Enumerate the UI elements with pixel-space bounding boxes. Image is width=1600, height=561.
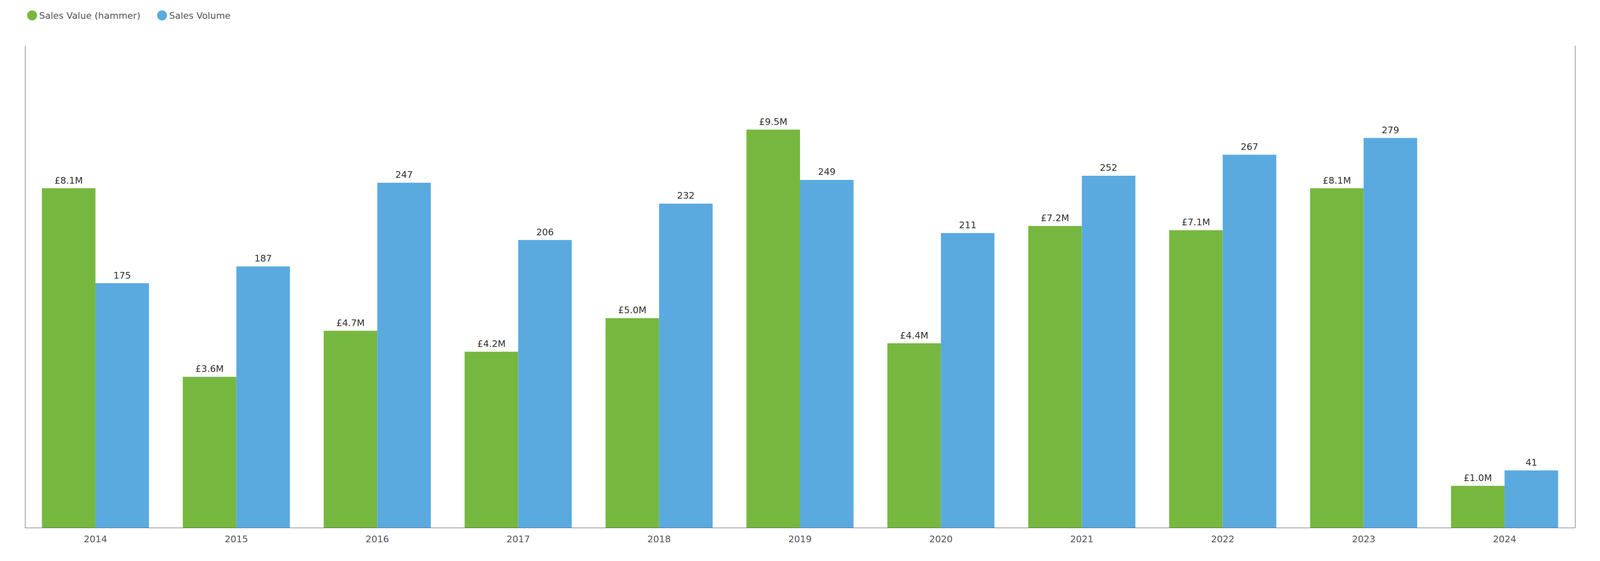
svg-text:£5.0M: £5.0M	[618, 305, 647, 316]
svg-text:2014: 2014	[83, 534, 108, 545]
svg-text:232: 232	[677, 190, 695, 201]
svg-text:2015: 2015	[224, 534, 248, 545]
svg-text:£3.6M: £3.6M	[195, 363, 224, 375]
svg-text:2018: 2018	[647, 534, 671, 545]
svg-text:£4.7M: £4.7M	[336, 317, 365, 329]
svg-text:£8.1M: £8.1M	[54, 175, 83, 186]
svg-text:2024: 2024	[1492, 534, 1517, 545]
svg-text:Sales Value (hammer): Sales Value (hammer)	[39, 10, 141, 21]
svg-text:211: 211	[958, 220, 977, 231]
svg-text:41: 41	[1525, 457, 1538, 468]
svg-text:175: 175	[113, 270, 131, 281]
svg-text:2019: 2019	[788, 534, 812, 545]
svg-text:206: 206	[536, 227, 554, 238]
svg-text:249: 249	[817, 166, 836, 178]
svg-text:£4.4M: £4.4M	[900, 330, 929, 341]
svg-text:2017: 2017	[506, 534, 530, 545]
svg-text:2016: 2016	[365, 534, 389, 545]
svg-text:2021: 2021	[1070, 534, 1094, 545]
svg-text:£7.2M: £7.2M	[1040, 212, 1070, 224]
svg-text:£4.2M: £4.2M	[477, 338, 506, 350]
svg-text:2022: 2022	[1211, 534, 1235, 545]
svg-text:£1.0M: £1.0M	[1463, 472, 1493, 484]
svg-text:267: 267	[1240, 141, 1259, 153]
svg-text:£7.1M: £7.1M	[1181, 217, 1210, 228]
svg-text:2023: 2023	[1352, 534, 1376, 545]
svg-text:279: 279	[1381, 125, 1400, 136]
svg-text:Sales Volume: Sales Volume	[169, 10, 231, 21]
svg-text:252: 252	[1100, 162, 1118, 173]
svg-text:187: 187	[254, 253, 273, 264]
svg-text:247: 247	[395, 169, 413, 180]
svg-text:2020: 2020	[929, 534, 953, 545]
svg-text:£8.1M: £8.1M	[1322, 175, 1351, 186]
svg-text:£9.5M: £9.5M	[759, 116, 788, 128]
